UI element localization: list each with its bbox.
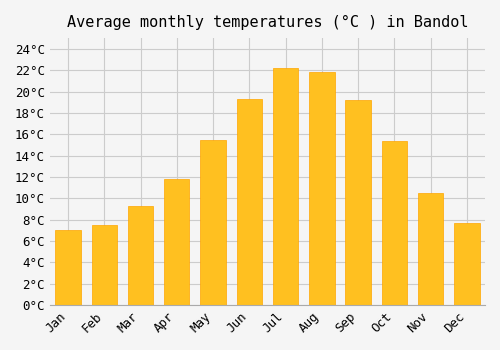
Bar [128, 206, 153, 305]
Bar [92, 225, 117, 305]
Bar [454, 223, 479, 305]
Bar [273, 68, 298, 305]
Title: Average monthly temperatures (°C ) in Bandol: Average monthly temperatures (°C ) in Ba… [66, 15, 468, 30]
Bar [309, 72, 334, 305]
Bar [200, 140, 226, 305]
Bar [382, 141, 407, 305]
Bar [164, 179, 190, 305]
Bar [418, 193, 444, 305]
Bar [236, 99, 262, 305]
Bar [56, 230, 80, 305]
Bar [346, 100, 371, 305]
